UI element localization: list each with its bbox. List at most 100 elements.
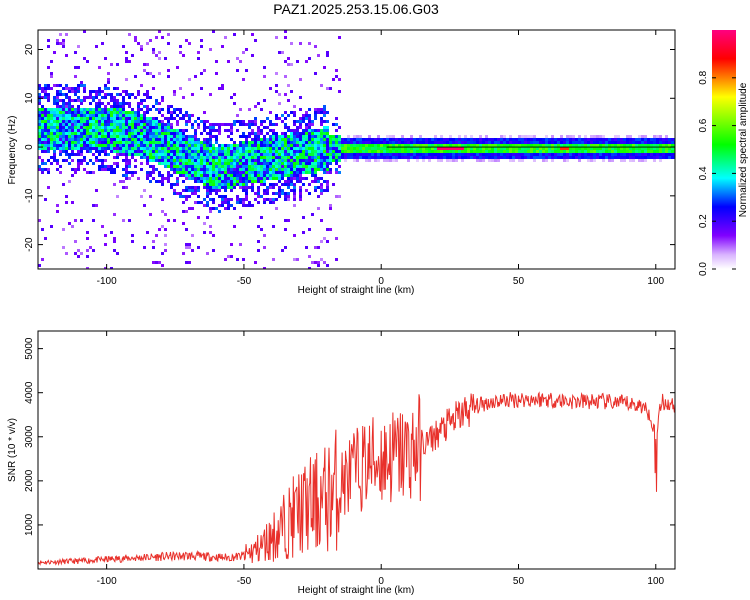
spectrogram-cell xyxy=(629,144,632,147)
spectrogram-cell xyxy=(506,150,509,153)
spectrogram-cell xyxy=(98,132,101,135)
spectrogram-cell xyxy=(197,201,200,204)
spectrogram-cell xyxy=(506,138,509,141)
spectrogram-cell xyxy=(83,96,86,99)
spectrogram-cell xyxy=(422,156,425,159)
spectrogram-cell xyxy=(65,111,68,114)
spectrogram-cell xyxy=(152,141,155,144)
spectrogram-cell xyxy=(104,267,107,269)
spectrogram-cell xyxy=(275,90,278,93)
spectrogram-cell xyxy=(287,183,290,186)
spectrogram-cell xyxy=(293,150,296,153)
spectrogram-cell xyxy=(614,144,617,147)
spectrogram-cell xyxy=(263,120,266,123)
spectrogram-cell xyxy=(305,147,308,150)
spectrogram-cell xyxy=(56,204,59,207)
spectrogram-cell xyxy=(131,126,134,129)
spectrogram-cell xyxy=(482,153,485,156)
spectrogram-cell xyxy=(47,141,50,144)
spectrogram-cell xyxy=(623,153,626,156)
spectrogram-cell xyxy=(272,225,275,228)
spectrogram-cell xyxy=(272,186,275,189)
spectrogram-cell xyxy=(77,99,80,102)
spectrogram-cell xyxy=(122,150,125,153)
spectrogram-cell xyxy=(272,258,275,261)
spectrogram-cell xyxy=(95,129,98,132)
spectrogram-cell xyxy=(452,138,455,141)
spectrogram-cell xyxy=(233,33,236,36)
spectrogram-cell xyxy=(74,75,77,78)
spectrogram-cell xyxy=(182,222,185,225)
spectrogram-cell xyxy=(386,150,389,153)
spectrogram-cell xyxy=(332,141,335,144)
spectrogram-cell xyxy=(188,195,191,198)
spectrogram-cell xyxy=(467,138,470,141)
spectrogram-cell xyxy=(308,162,311,165)
spectrogram-cell xyxy=(218,210,221,213)
spectrogram-cell xyxy=(257,138,260,141)
spectrogram-cell xyxy=(386,153,389,156)
spectrogram-cell xyxy=(101,111,104,114)
spectrogram-cell xyxy=(227,201,230,204)
spectrogram-cell xyxy=(122,45,125,48)
spectrogram-cell xyxy=(470,138,473,141)
spectrogram-cell xyxy=(77,123,80,126)
spectrogram-cell xyxy=(245,48,248,51)
spectrogram-cell xyxy=(269,153,272,156)
spectrogram-cell xyxy=(122,135,125,138)
spectrogram-cell xyxy=(470,135,473,138)
spectrogram-cell xyxy=(311,180,314,183)
spectrogram-cell xyxy=(236,162,239,165)
spectrogram-cell xyxy=(188,246,191,249)
spectrogram-cell xyxy=(89,93,92,96)
spectrogram-cell xyxy=(305,162,308,165)
spectrogram-cell xyxy=(275,144,278,147)
spectrogram-cell xyxy=(467,150,470,153)
spectrogram-cell xyxy=(164,156,167,159)
spectrogram-cell xyxy=(155,108,158,111)
spectrogram-cell xyxy=(371,141,374,144)
spectrogram-cell xyxy=(125,126,128,129)
spectrogram-cell xyxy=(413,144,416,147)
spectrogram-cell xyxy=(158,138,161,141)
spectrogram-cell xyxy=(80,126,83,129)
spectrogram-cell xyxy=(242,141,245,144)
spectrogram-cell xyxy=(200,201,203,204)
spectrogram-cell xyxy=(116,165,119,168)
spectrogram-cell xyxy=(122,105,125,108)
spectrogram-cell xyxy=(335,237,338,240)
spectrogram-cell xyxy=(176,108,179,111)
spectrogram-cell xyxy=(149,195,152,198)
spectrogram-cell xyxy=(548,147,551,150)
spectrogram-cell xyxy=(479,150,482,153)
spectrogram-cell xyxy=(140,162,143,165)
spectrogram-cell xyxy=(317,141,320,144)
spectrogram-cell xyxy=(224,258,227,261)
spectrogram-cell xyxy=(545,150,548,153)
spectrogram-cell xyxy=(626,156,629,159)
spectrogram-cell xyxy=(131,108,134,111)
spectrogram-cell xyxy=(146,150,149,153)
spectrogram-cell xyxy=(104,159,107,162)
spectrogram-cell xyxy=(176,162,179,165)
spectrogram-x-ticks: -100 -50 0 50 100 xyxy=(97,30,665,287)
spectrogram-cell xyxy=(518,150,521,153)
spectrogram-cell xyxy=(272,138,275,141)
spectrogram-cell xyxy=(182,114,185,117)
spectrogram-cell xyxy=(254,123,257,126)
spectrogram-cell xyxy=(305,189,308,192)
spectrogram-cell xyxy=(590,138,593,141)
spectrogram-cell xyxy=(548,141,551,144)
spectrogram-cell xyxy=(101,141,104,144)
spectrogram-cell xyxy=(44,138,47,141)
spectrogram-cell xyxy=(329,144,332,147)
spectrogram-cell xyxy=(593,147,596,150)
spectrogram-cell xyxy=(56,126,59,129)
spectrogram-cell xyxy=(425,156,428,159)
spectrogram-cell xyxy=(155,99,158,102)
spectrogram-cell xyxy=(326,165,329,168)
spectrogram-cell xyxy=(311,165,314,168)
spectrogram-cell xyxy=(239,141,242,144)
spectrogram-cell xyxy=(227,168,230,171)
